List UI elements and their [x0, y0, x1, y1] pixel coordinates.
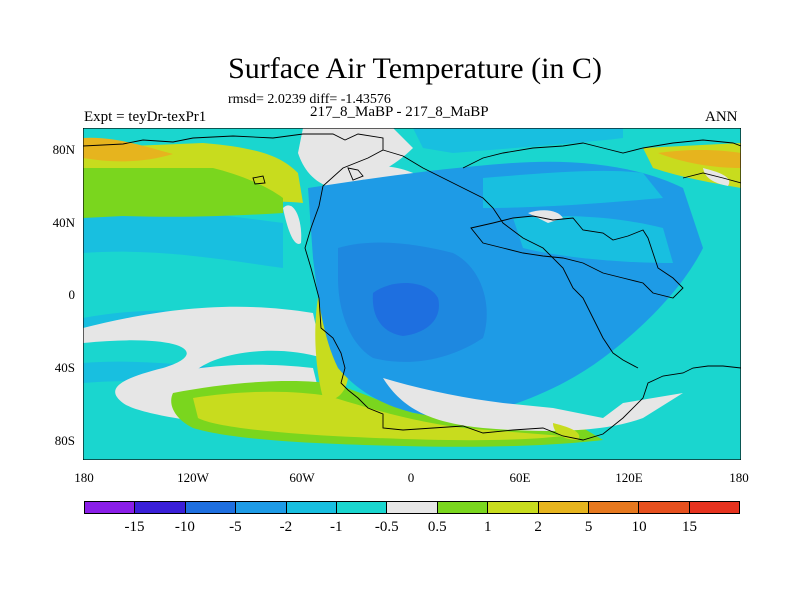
cool-band: [483, 170, 663, 208]
colorbar-label: 1: [483, 519, 492, 535]
colorbar-bin: [236, 502, 287, 513]
coastline-path: [462, 139, 741, 169]
colorbar-label: 2: [534, 519, 542, 535]
colorbar-label: 5: [584, 519, 593, 535]
colorbar: [84, 501, 740, 514]
warm-belt: [553, 423, 580, 440]
y-tick-label: 40S: [54, 360, 75, 375]
temperature-map: [83, 128, 741, 460]
cold-core: [372, 282, 439, 336]
colorbar-bin: [336, 502, 388, 513]
coastline: [83, 133, 741, 441]
colorbar-bin: [387, 502, 438, 513]
colorbar-bin: [588, 502, 640, 513]
neutral-patch: [703, 168, 730, 186]
x-tick-label: 0: [407, 470, 415, 485]
neutral-patch: [298, 128, 413, 188]
coastline-path: [252, 175, 266, 185]
colorbar-label: -2: [279, 519, 293, 535]
coastline-path: [83, 133, 741, 441]
x-tick-label: 60W: [289, 470, 315, 485]
colorbar-bin: [538, 502, 589, 513]
experiment-label: Expt = teyDr-texPr1: [84, 109, 207, 125]
colorbar-bin: [185, 502, 237, 513]
season-label: ANN: [705, 109, 738, 125]
colorbar-bin: [689, 502, 740, 513]
colorbar-label: 15: [682, 519, 698, 535]
x-tick-label: 60E: [509, 470, 531, 485]
stats-label: rmsd= 2.0239 diff= -1.43576: [228, 92, 391, 107]
colorbar-bin: [135, 502, 186, 513]
warm-belt: [193, 391, 563, 441]
colorbar-label: 10: [631, 519, 647, 535]
hot-arctic: [658, 149, 741, 168]
cool-band: [83, 206, 283, 268]
colorbar-bin: [286, 502, 337, 513]
colorbar-label: -0.5: [374, 519, 399, 535]
coastline-path: [682, 172, 741, 184]
y-tick-label: 0: [68, 287, 76, 302]
hot-patch: [83, 137, 173, 162]
colorbar-label: -1: [330, 519, 343, 535]
colorbar-label: -5: [229, 519, 242, 535]
x-tick-label: 180: [74, 470, 94, 485]
colorbar-bin: [639, 502, 690, 513]
cool-band: [413, 128, 623, 153]
colorbar-label: 0.5: [427, 519, 447, 535]
x-tick-label: 180: [729, 470, 749, 485]
y-tick-label: 40N: [52, 215, 75, 230]
colorbar-bin: [85, 502, 136, 513]
y-tick-label: 80S: [54, 433, 75, 448]
neutral-swirl: [83, 306, 323, 433]
coastline-path: [470, 215, 684, 299]
colorbar-label: -15: [124, 519, 145, 535]
y-tick-label: 80N: [52, 142, 75, 157]
colorbar-label: -10: [174, 519, 195, 535]
coastline-path: [382, 149, 639, 369]
plot-title: Surface Air Temperature (in C): [228, 52, 602, 85]
neutral-patch: [283, 205, 302, 244]
x-tick-label: 120W: [177, 470, 209, 485]
cases-label: 217_8_MaBP - 217_8_MaBP: [310, 104, 489, 120]
colorbar-bin: [488, 502, 539, 513]
coastline-path: [347, 167, 364, 181]
warm-band: [83, 168, 283, 218]
neutral-patch: [383, 378, 683, 431]
x-tick-label: 120E: [615, 470, 643, 485]
cool-band: [513, 216, 673, 263]
colorbar-bin: [437, 502, 489, 513]
